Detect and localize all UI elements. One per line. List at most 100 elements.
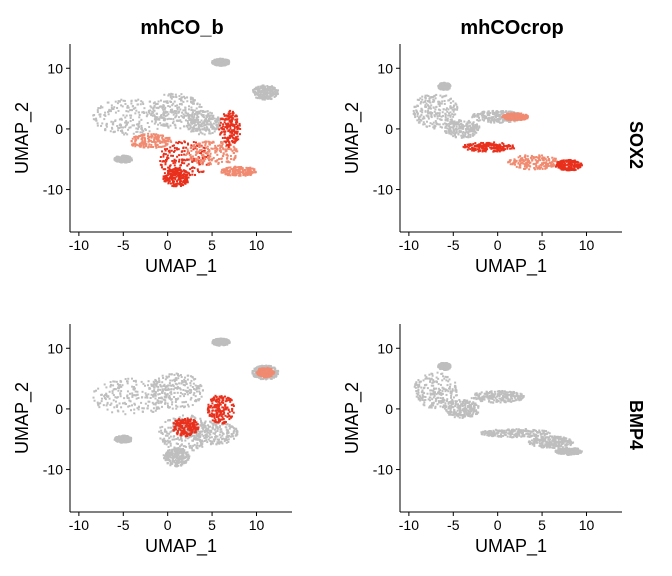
cell-point	[233, 166, 236, 169]
cell-point	[209, 433, 212, 436]
cell-point	[458, 130, 461, 133]
cell-point	[557, 161, 560, 164]
cell-point	[206, 121, 209, 124]
cell-point	[94, 118, 97, 121]
cell-point	[466, 143, 469, 146]
y-tick-label: -10	[43, 182, 63, 198]
cell-point	[225, 160, 228, 163]
cell-point	[217, 162, 220, 165]
cell-point	[226, 59, 229, 62]
x-tick-label: 5	[538, 237, 546, 253]
cell-point	[184, 154, 187, 157]
cell-point	[468, 130, 471, 133]
cell-point	[269, 87, 272, 90]
cell-point	[415, 109, 418, 112]
cell-point	[171, 159, 174, 162]
cell-point	[186, 393, 189, 396]
cell-point	[148, 125, 151, 128]
cell-point	[191, 155, 194, 158]
cell-point	[443, 88, 446, 91]
cell-point	[206, 145, 209, 148]
cell-point	[197, 127, 200, 130]
cell-point	[445, 94, 448, 97]
cell-point	[198, 105, 201, 108]
cell-point	[561, 165, 564, 168]
cell-point	[471, 127, 474, 130]
cell-point	[419, 115, 422, 118]
cell-point	[130, 404, 133, 407]
cell-point	[203, 151, 206, 154]
cell-point	[174, 169, 177, 172]
cell-point	[209, 421, 212, 424]
cell-point	[179, 405, 182, 408]
cell-point	[521, 157, 524, 160]
cell-point	[222, 171, 225, 174]
cell-point	[440, 85, 443, 88]
cell-point	[232, 124, 235, 127]
cell-point	[186, 391, 189, 394]
cell-point	[209, 158, 212, 161]
cell-point	[166, 177, 169, 180]
cell-point	[149, 100, 152, 103]
cell-point	[535, 161, 538, 164]
cell-point	[179, 181, 182, 184]
cell-point	[171, 144, 174, 147]
cell-point	[168, 437, 171, 440]
cell-point	[458, 119, 461, 122]
cell-point	[240, 167, 243, 170]
cell-point	[161, 391, 164, 394]
cell-point	[527, 163, 530, 166]
cell-point	[432, 98, 435, 101]
column-title-mhcocrop: mhCOcrop	[460, 17, 563, 39]
cell-point	[142, 145, 145, 148]
cell-point	[218, 60, 221, 63]
cell-point	[275, 89, 278, 92]
cell-point	[217, 64, 220, 67]
cell-point	[157, 388, 160, 391]
cell-point	[195, 400, 198, 403]
cell-point	[453, 122, 456, 125]
cell-point	[135, 135, 138, 138]
cell-point	[469, 126, 472, 129]
cell-point	[436, 117, 439, 120]
cell-point	[168, 382, 171, 385]
cell-point	[163, 139, 166, 142]
cell-point	[233, 437, 236, 440]
cell-point	[190, 396, 193, 399]
cell-point	[196, 103, 199, 106]
cell-point	[498, 149, 501, 152]
cell-point	[131, 137, 134, 140]
cell-point	[160, 141, 163, 144]
cell-point	[187, 163, 190, 166]
cell-point	[190, 121, 193, 124]
cell-point	[193, 436, 196, 439]
cell-point	[478, 147, 481, 150]
cell-point	[259, 91, 262, 94]
cell-point	[438, 112, 441, 115]
cell-point	[157, 134, 160, 137]
cell-point	[428, 100, 431, 103]
cell-point	[201, 150, 204, 153]
cell-point	[178, 166, 181, 169]
cell-point	[114, 400, 117, 403]
cell-point	[192, 125, 195, 128]
cell-point	[155, 133, 158, 136]
cell-point	[222, 148, 225, 151]
cell-point	[153, 118, 156, 121]
cell-point	[168, 149, 171, 152]
cell-point	[188, 118, 191, 121]
cell-point	[164, 401, 167, 404]
cell-point	[454, 108, 457, 111]
cell-point	[210, 126, 213, 129]
cell-point	[216, 159, 219, 162]
cell-point	[225, 114, 228, 117]
cell-point	[162, 108, 165, 111]
cell-point	[172, 385, 175, 388]
cell-point	[191, 115, 194, 118]
cell-point	[131, 105, 134, 108]
cell-point	[166, 139, 169, 142]
cell-point	[540, 154, 543, 157]
cell-point	[270, 86, 273, 89]
cell-point	[201, 128, 204, 131]
